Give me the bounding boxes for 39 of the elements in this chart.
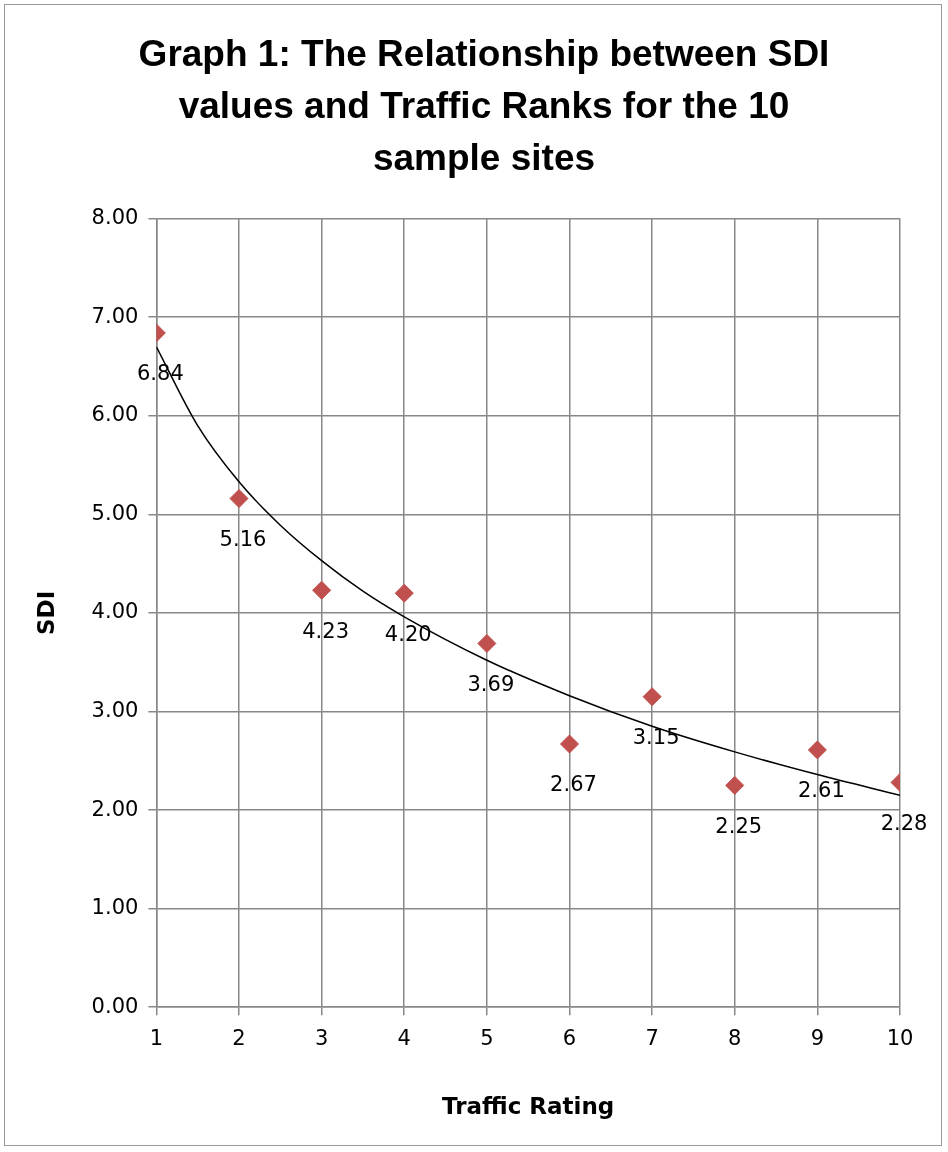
point [807,740,827,760]
y-tick-label: 6.00 [91,402,139,427]
data-label: 5.16 [219,527,267,552]
y-tick-label: 7.00 [91,303,139,328]
x-tick-label: 2 [232,1026,246,1051]
y-axis-title: SDI [32,590,59,636]
x-tick-label: 7 [645,1026,659,1051]
point [312,580,332,600]
point [559,734,579,754]
data-label: 3.69 [467,671,515,696]
data-label: 4.20 [384,621,432,646]
point [229,489,249,509]
x-tick-label: 1 [149,1026,164,1051]
data-label: 2.25 [715,813,763,838]
x-tick-label: 6 [562,1026,577,1051]
chart-title: Graph 1: The Relationship between SDI values and Traffic Ranks for the 10 sample sites [137,32,831,180]
y-tick-label: 8.00 [91,205,139,230]
x-tick-label: 9 [810,1026,825,1051]
x-tick-label: 8 [728,1026,742,1051]
data-label: 4.23 [302,618,349,643]
y-tick-label: 4.00 [91,599,139,624]
y-tick-label: 3.00 [91,697,139,722]
point [725,775,745,795]
data-label: 2.28 [880,810,928,835]
point [394,583,414,603]
x-axis-title: Traffic Rating [442,1093,615,1120]
x-tick-label: 4 [397,1026,411,1051]
point [642,687,662,707]
y-tick-label: 0.00 [91,993,139,1018]
x-tick-label: 3 [314,1026,329,1051]
y-tick-label: 5.00 [91,500,139,525]
x-tick-label: 5 [480,1026,494,1051]
y-tick-label: 2.00 [91,796,139,821]
data-label: 2.61 [797,778,845,803]
x-tick-label: 10 [886,1026,914,1051]
point [477,633,497,653]
y-tick-label: 1.00 [91,895,139,920]
data-label: 2.67 [550,772,597,797]
data-label: 3.15 [632,725,680,750]
